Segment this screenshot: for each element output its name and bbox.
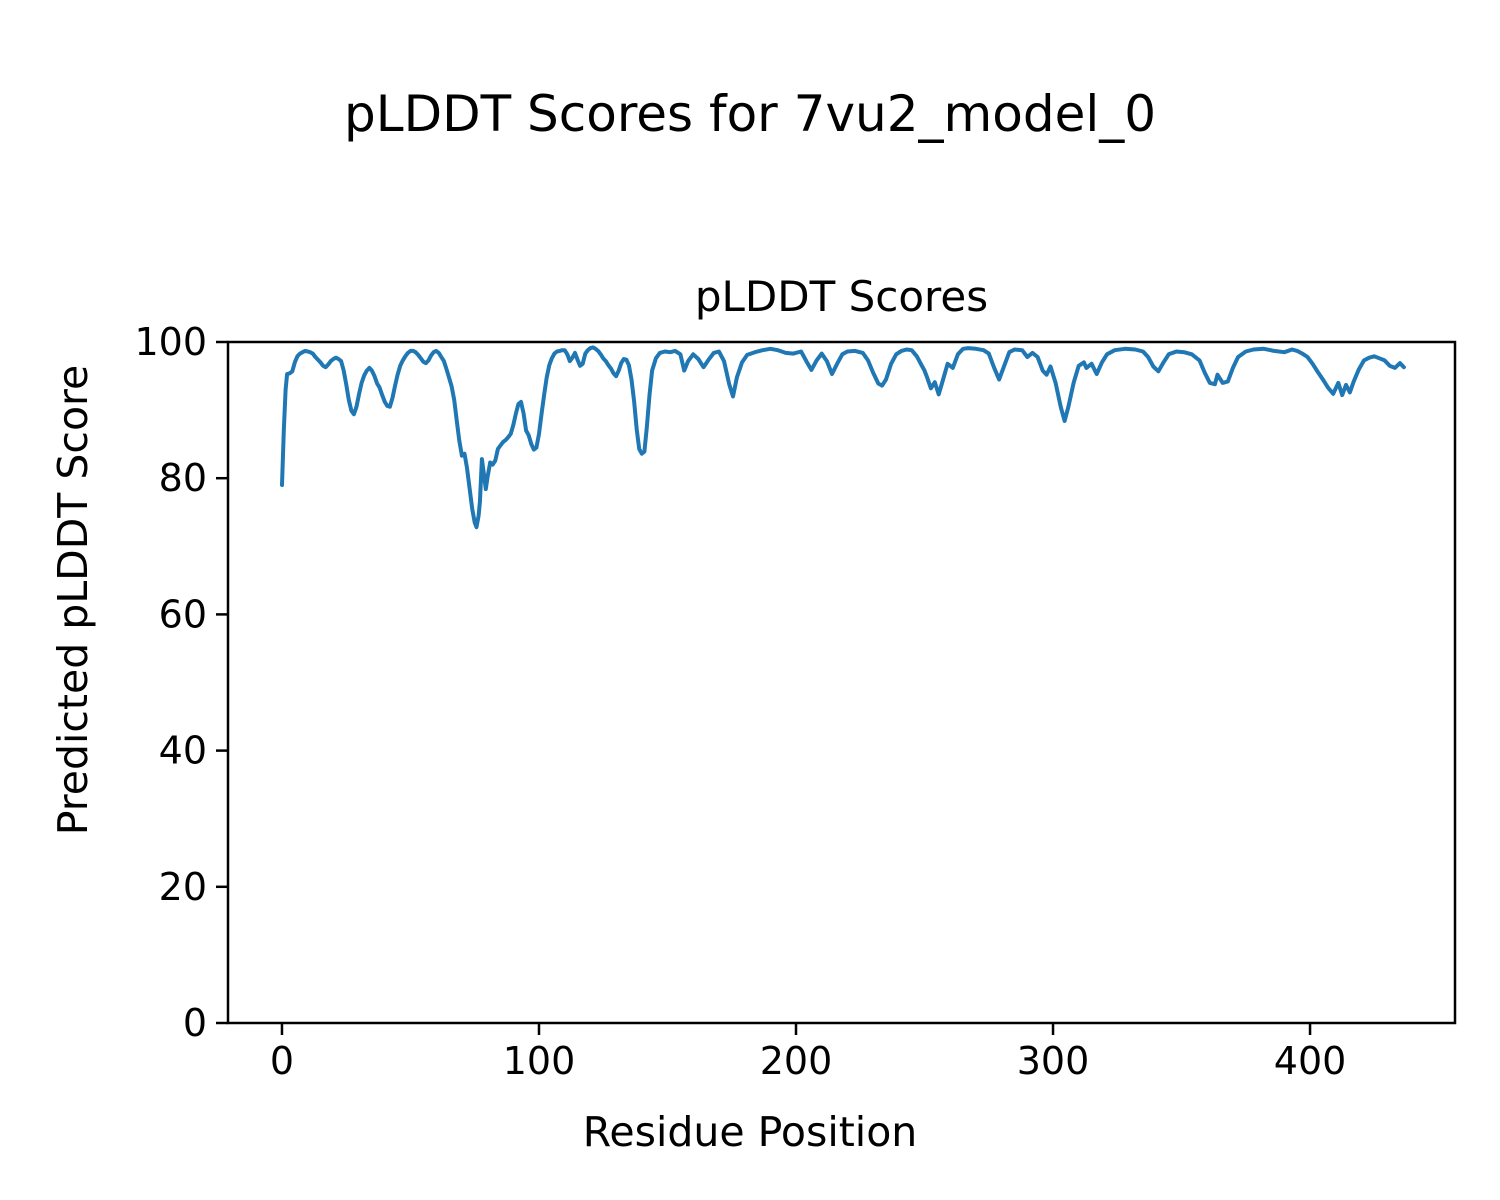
x-tick-label: 300 (1017, 1039, 1090, 1083)
x-axis-label: Residue Position (582, 1108, 918, 1156)
axes-title: pLDDT Scores (694, 272, 989, 321)
y-axis-label-text: Predicted pLDDT Score (49, 364, 97, 836)
x-tick-label: 100 (503, 1039, 576, 1083)
y-tick-label: 20 (159, 865, 207, 909)
y-tick-label: 40 (159, 729, 207, 773)
y-tick-label: 0 (183, 1001, 207, 1045)
plddt-line (280, 345, 1406, 530)
y-tick-label: 60 (159, 592, 207, 636)
x-tick-label: 400 (1274, 1039, 1347, 1083)
figure-title: pLDDT Scores for 7vu2_model_0 (343, 85, 1157, 143)
x-tick-label: 200 (760, 1039, 833, 1083)
x-tick-label: 0 (270, 1039, 294, 1083)
axes-spines (226, 340, 1457, 1025)
y-tick-label: 80 (159, 456, 207, 500)
y-tick-label: 100 (134, 320, 207, 364)
